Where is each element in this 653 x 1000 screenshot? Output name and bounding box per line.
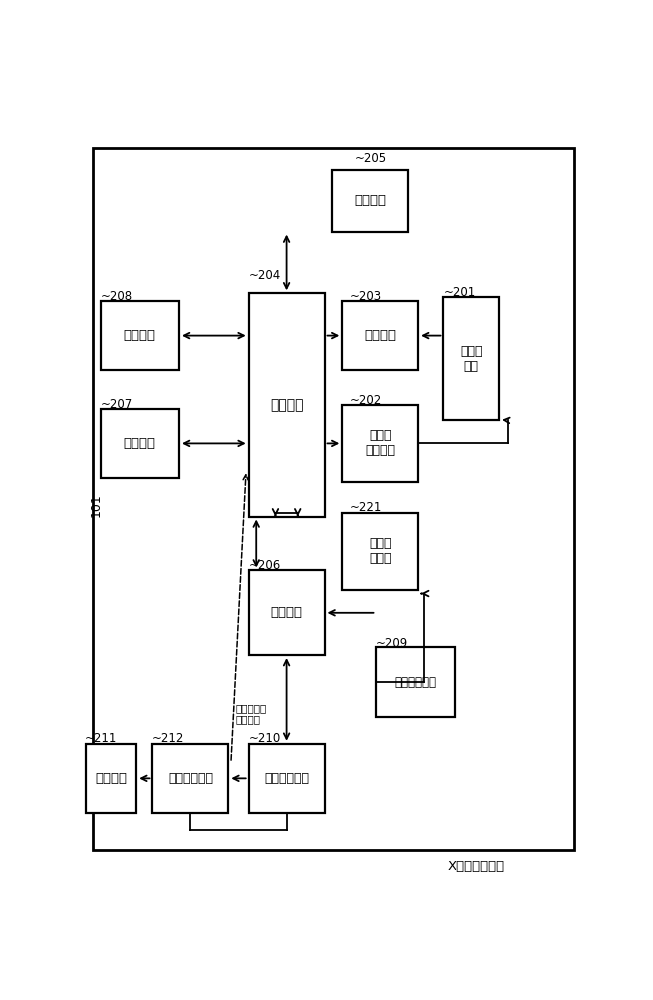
Text: ~205: ~205 xyxy=(355,152,387,165)
Bar xyxy=(376,647,455,717)
Bar xyxy=(342,513,418,590)
Bar xyxy=(342,301,418,370)
Text: 向每个单元
供应电力: 向每个单元 供应电力 xyxy=(236,703,267,724)
Bar xyxy=(249,293,325,517)
Text: ~208: ~208 xyxy=(101,290,133,303)
Text: ~206: ~206 xyxy=(249,559,281,572)
Bar xyxy=(153,744,229,813)
Text: ~204: ~204 xyxy=(249,269,281,282)
Text: 照射检
测单元: 照射检 测单元 xyxy=(369,537,391,565)
Text: ~207: ~207 xyxy=(101,398,133,411)
Text: 无线连接单元: 无线连接单元 xyxy=(394,676,437,689)
Text: 电源生成单元: 电源生成单元 xyxy=(168,772,213,785)
Text: ~212: ~212 xyxy=(151,732,184,745)
Bar xyxy=(86,744,136,813)
Text: 传感器
驱动单元: 传感器 驱动单元 xyxy=(365,429,395,457)
Bar xyxy=(101,301,179,370)
Text: 存储单元: 存储单元 xyxy=(354,194,386,207)
Bar xyxy=(249,570,325,655)
Bar xyxy=(443,297,499,420)
Bar xyxy=(332,170,408,232)
Text: 内部电源: 内部电源 xyxy=(95,772,127,785)
Text: ~201: ~201 xyxy=(444,286,476,299)
Text: ~210: ~210 xyxy=(249,732,281,745)
Text: 传感器
单元: 传感器 单元 xyxy=(460,345,483,373)
Text: ~203: ~203 xyxy=(350,290,382,303)
Text: ~221: ~221 xyxy=(350,501,382,514)
Text: X射线成像装置: X射线成像装置 xyxy=(448,860,505,873)
Text: 101: 101 xyxy=(89,493,103,517)
Text: 有线连接单元: 有线连接单元 xyxy=(264,772,309,785)
Bar xyxy=(342,405,418,482)
Text: 通知单元: 通知单元 xyxy=(124,329,156,342)
Text: ~202: ~202 xyxy=(350,394,382,407)
Bar xyxy=(101,409,179,478)
Text: 操作单元: 操作单元 xyxy=(124,437,156,450)
Text: 通信单元: 通信单元 xyxy=(270,606,302,619)
Text: ~209: ~209 xyxy=(376,637,408,650)
Bar xyxy=(249,744,325,813)
Text: ~211: ~211 xyxy=(85,732,118,745)
Text: 控制单元: 控制单元 xyxy=(270,398,304,412)
Text: 读取单元: 读取单元 xyxy=(364,329,396,342)
